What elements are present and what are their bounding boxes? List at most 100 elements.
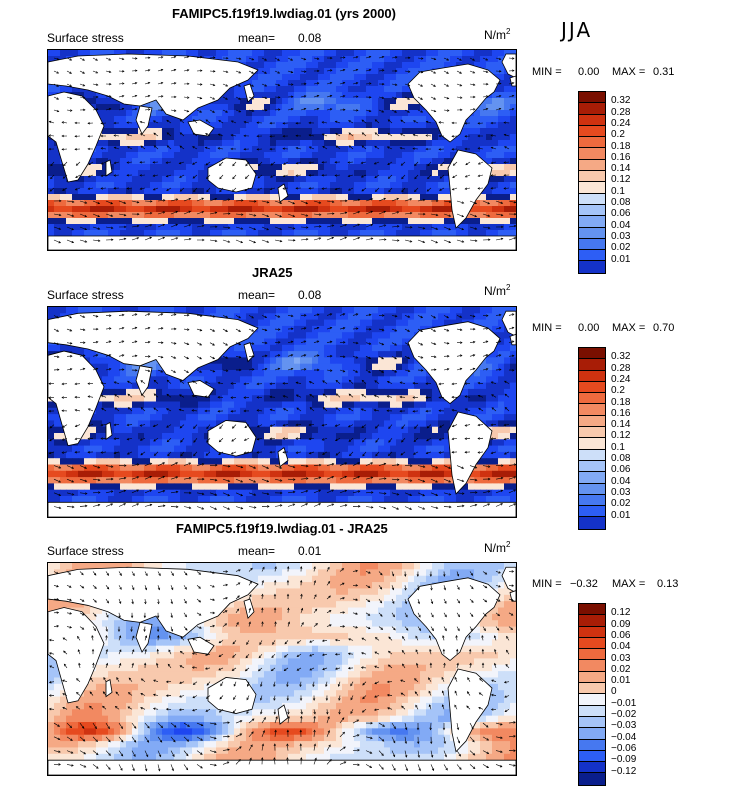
panel-1-min-label: MIN = xyxy=(532,66,562,78)
colorbar-swatch xyxy=(579,495,605,506)
colorbar-tick-label: 0.01 xyxy=(611,255,630,265)
colorbar-swatch xyxy=(579,205,605,216)
colorbar-swatch xyxy=(579,239,605,250)
colorbar-swatch xyxy=(579,359,605,370)
colorbar-swatch xyxy=(579,660,605,671)
colorbar-tick-label: 0.28 xyxy=(611,108,630,118)
panel-2-title: JRA25 xyxy=(252,265,292,280)
colorbar-tick-label: 0.16 xyxy=(611,409,630,419)
colorbar-swatch xyxy=(579,250,605,261)
panel-2-map xyxy=(47,306,517,518)
colorbar-swatch xyxy=(579,92,605,103)
colorbar-swatch xyxy=(579,615,605,626)
colorbar-swatch xyxy=(579,404,605,415)
panel-3-title: FAMIPC5.f19f19.lwdiag.01 - JRA25 xyxy=(176,521,388,536)
colorbar-swatch xyxy=(579,506,605,517)
panel-1-unit: N/m2 xyxy=(484,27,510,42)
panel-1-mean-label: mean= xyxy=(238,31,275,45)
colorbar-tick-label: 0.06 xyxy=(611,631,630,641)
panel-1-mean-value: 0.08 xyxy=(298,31,321,45)
colorbar-swatch xyxy=(579,228,605,239)
colorbar-swatch xyxy=(579,148,605,159)
colorbar-tick-label: 0.24 xyxy=(611,375,630,385)
colorbar-tick-label: 0.12 xyxy=(611,175,630,185)
colorbar-swatch xyxy=(579,115,605,126)
panel-3-max-label: MAX = xyxy=(612,578,645,590)
panel-3-field-label: Surface stress xyxy=(47,544,124,558)
panel-3-mean-label: mean= xyxy=(238,544,275,558)
panel-1-title: FAMIPC5.f19f19.lwdiag.01 (yrs 2000) xyxy=(172,6,396,21)
colorbar-tick-label: 0.01 xyxy=(611,676,630,686)
panel-3-min-value: −0.32 xyxy=(570,578,598,590)
colorbar-swatch xyxy=(579,484,605,495)
panel-2-field-label: Surface stress xyxy=(47,288,124,302)
colorbar-tick-label: 0.1 xyxy=(611,187,625,197)
colorbar-tick-label: 0.16 xyxy=(611,153,630,163)
colorbar-swatch xyxy=(579,371,605,382)
panel-1-map-svg xyxy=(48,50,516,250)
colorbar-tick-label: 0.32 xyxy=(611,352,630,362)
colorbar-tick-label: 0.01 xyxy=(611,511,630,521)
colorbar-tick-label: −0.12 xyxy=(611,767,636,777)
colorbar-tick-label: 0.04 xyxy=(611,477,630,487)
panel-3-unit: N/m2 xyxy=(484,540,510,555)
colorbar-tick-label: −0.01 xyxy=(611,699,636,709)
colorbar-swatch xyxy=(579,728,605,739)
colorbar-tick-label: 0.04 xyxy=(611,221,630,231)
colorbar-swatch xyxy=(579,740,605,751)
colorbar-tick-label: 0.24 xyxy=(611,119,630,129)
colorbar-tick-label: 0 xyxy=(611,687,617,697)
season-label: JJA xyxy=(561,18,592,42)
colorbar-swatch xyxy=(579,427,605,438)
panel-3-min-label: MIN = xyxy=(532,578,562,590)
colorbar-swatch xyxy=(579,472,605,483)
colorbar-tick-label: 0.03 xyxy=(611,654,630,664)
panel-1-map xyxy=(47,49,517,251)
colorbar-tick-label: 0.02 xyxy=(611,243,630,253)
colorbar-swatch xyxy=(579,194,605,205)
colorbar-tick-label: 0.08 xyxy=(611,198,630,208)
panel-1-colorbar xyxy=(578,91,606,274)
panel-2-min-label: MIN = xyxy=(532,322,562,334)
colorbar-swatch xyxy=(579,160,605,171)
colorbar-tick-label: −0.04 xyxy=(611,733,636,743)
continent-outline xyxy=(48,236,516,250)
colorbar-swatch xyxy=(579,438,605,449)
colorbar-swatch xyxy=(579,171,605,182)
colorbar-swatch xyxy=(579,137,605,148)
panel-2-max-value: 0.70 xyxy=(653,322,674,334)
colorbar-tick-label: −0.03 xyxy=(611,721,636,731)
panel-1-max-label: MAX = xyxy=(612,66,645,78)
colorbar-swatch xyxy=(579,627,605,638)
colorbar-tick-label: 0.2 xyxy=(611,386,625,396)
panel-2-mean-label: mean= xyxy=(238,288,275,302)
colorbar-tick-label: 0.04 xyxy=(611,642,630,652)
colorbar-swatch xyxy=(579,103,605,114)
colorbar-tick-label: 0.02 xyxy=(611,665,630,675)
panel-3-map-svg xyxy=(48,563,516,775)
colorbar-tick-label: 0.06 xyxy=(611,465,630,475)
panel-3-map xyxy=(47,562,517,776)
colorbar-tick-label: −0.06 xyxy=(611,744,636,754)
colorbar-swatch xyxy=(579,382,605,393)
panel-3-colorbar xyxy=(578,603,606,786)
colorbar-tick-label: 0.03 xyxy=(611,488,630,498)
colorbar-swatch xyxy=(579,182,605,193)
colorbar-tick-label: −0.09 xyxy=(611,755,636,765)
colorbar-tick-label: 0.14 xyxy=(611,164,630,174)
colorbar-tick-label: 0.09 xyxy=(611,620,630,630)
colorbar-tick-label: −0.02 xyxy=(611,710,636,720)
colorbar-swatch xyxy=(579,261,605,272)
colorbar-tick-label: 0.12 xyxy=(611,431,630,441)
panel-1-field-label: Surface stress xyxy=(47,31,124,45)
colorbar-tick-label: 0.1 xyxy=(611,443,625,453)
colorbar-swatch xyxy=(579,348,605,359)
panel-2-unit: N/m2 xyxy=(484,283,510,298)
colorbar-swatch xyxy=(579,393,605,404)
colorbar-swatch xyxy=(579,717,605,728)
panel-2-mean-value: 0.08 xyxy=(298,288,321,302)
panel-3-max-value: 0.13 xyxy=(657,578,678,590)
colorbar-swatch xyxy=(579,604,605,615)
